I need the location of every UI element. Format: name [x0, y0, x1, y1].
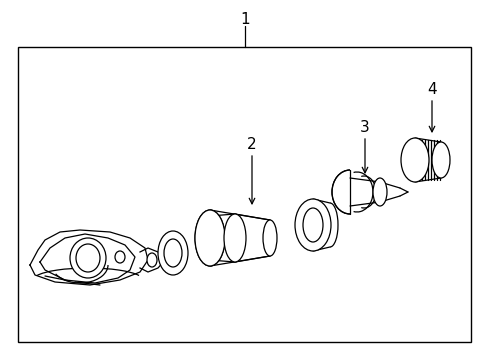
Ellipse shape: [200, 216, 220, 260]
Ellipse shape: [76, 244, 100, 272]
Ellipse shape: [195, 210, 224, 266]
Text: 3: 3: [359, 121, 369, 135]
Text: 2: 2: [246, 138, 256, 153]
Ellipse shape: [224, 214, 245, 262]
Ellipse shape: [294, 199, 330, 251]
Ellipse shape: [400, 138, 428, 182]
Ellipse shape: [303, 208, 323, 242]
Bar: [18, 47, 470, 342]
Ellipse shape: [147, 253, 157, 267]
Ellipse shape: [263, 220, 276, 256]
Ellipse shape: [70, 238, 106, 278]
Text: 4: 4: [427, 82, 436, 98]
Text: 1: 1: [240, 13, 249, 27]
Ellipse shape: [163, 239, 182, 267]
Ellipse shape: [158, 231, 187, 275]
Ellipse shape: [372, 178, 386, 206]
Ellipse shape: [431, 142, 449, 178]
Ellipse shape: [115, 251, 125, 263]
